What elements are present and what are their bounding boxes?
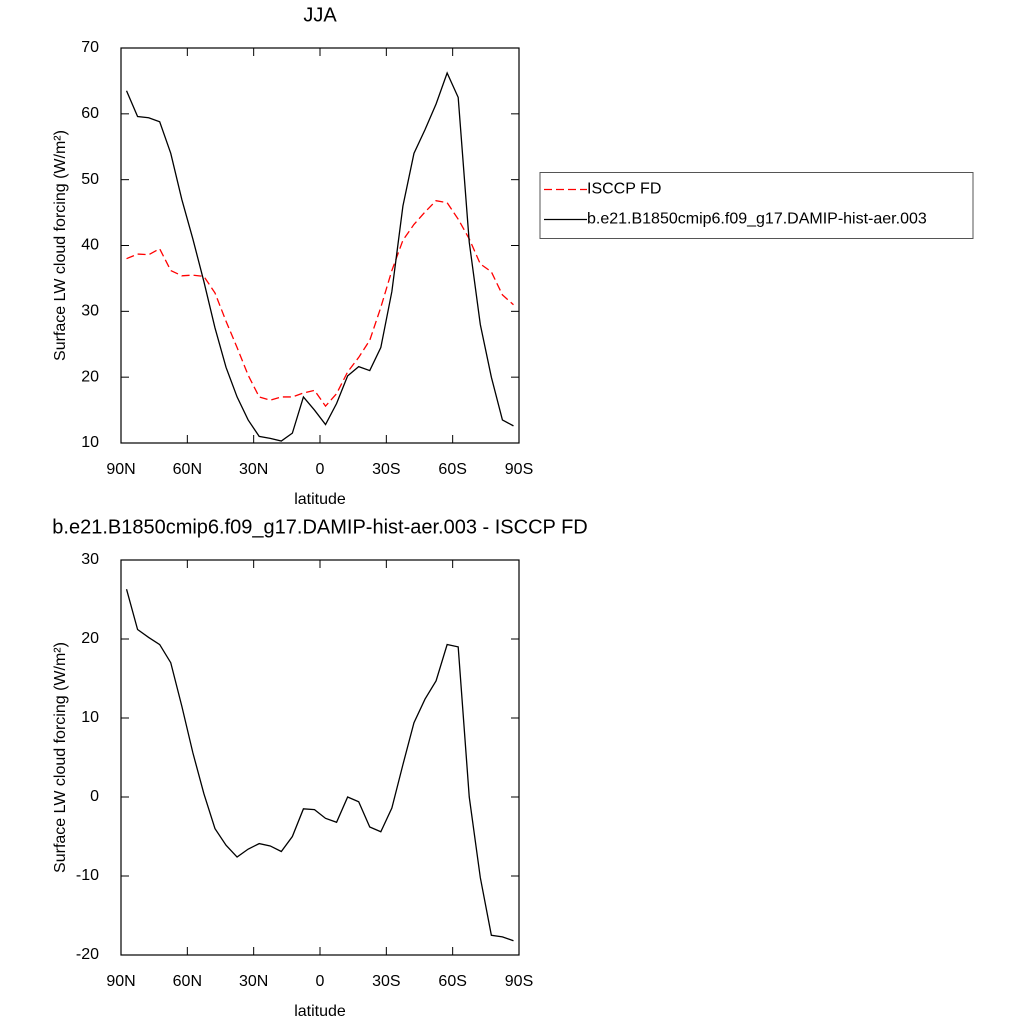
x-tick-label: 90S xyxy=(505,461,533,478)
chart-title: JJA xyxy=(303,4,337,26)
plot-frame xyxy=(120,559,520,956)
legend-frame xyxy=(539,172,974,239)
x-tick-label: 0 xyxy=(316,973,325,990)
data-line xyxy=(125,71,514,442)
y-tick-label: 10 xyxy=(81,709,99,726)
x-axis-label: latitude xyxy=(294,491,346,508)
x-axis-label: latitude xyxy=(294,1003,346,1020)
y-tick-label: -10 xyxy=(76,867,99,884)
x-tick-label: 30N xyxy=(239,973,268,990)
y-axis-label: Surface LW cloud forcing (W/m²) xyxy=(52,130,69,361)
y-axis-label: Surface LW cloud forcing (W/m²) xyxy=(52,642,69,873)
x-tick-label: 30S xyxy=(372,973,400,990)
x-tick-label: 60S xyxy=(438,973,466,990)
y-tick-label: 0 xyxy=(90,788,99,805)
y-tick-label: 70 xyxy=(81,39,99,56)
y-tick-label: 30 xyxy=(81,303,99,320)
legend-label: b.e21.B1850cmip6.f09_g17.DAMIP-hist-aer.… xyxy=(587,211,927,228)
x-tick-label: 60S xyxy=(438,461,466,478)
y-tick-label: -20 xyxy=(76,946,99,963)
legend: ISCCP FD b.e21.B1850cmip6.f09_g17.DAMIP-h… xyxy=(539,172,974,239)
y-tick-label: 20 xyxy=(81,368,99,385)
data-line xyxy=(125,589,514,942)
chart-title: b.e21.B1850cmip6.f09_g17.DAMIP-hist-aer.… xyxy=(52,516,587,538)
y-tick-label: 10 xyxy=(81,434,99,451)
data-line xyxy=(126,200,514,408)
x-tick-label: 90N xyxy=(106,973,135,990)
y-tick-label: 50 xyxy=(81,171,99,188)
x-tick-label: 30N xyxy=(239,461,268,478)
y-tick-label: 40 xyxy=(81,237,99,254)
x-tick-label: 30S xyxy=(372,461,400,478)
x-tick-label: 90N xyxy=(106,461,135,478)
y-tick-label: 60 xyxy=(81,105,99,122)
y-tick-label: 20 xyxy=(81,630,99,647)
y-tick-label: 30 xyxy=(81,551,99,568)
x-tick-label: 0 xyxy=(316,461,325,478)
legend-label: ISCCP FD xyxy=(587,181,661,198)
x-tick-label: 90S xyxy=(505,973,533,990)
x-tick-label: 60N xyxy=(173,973,202,990)
x-tick-label: 60N xyxy=(173,461,202,478)
